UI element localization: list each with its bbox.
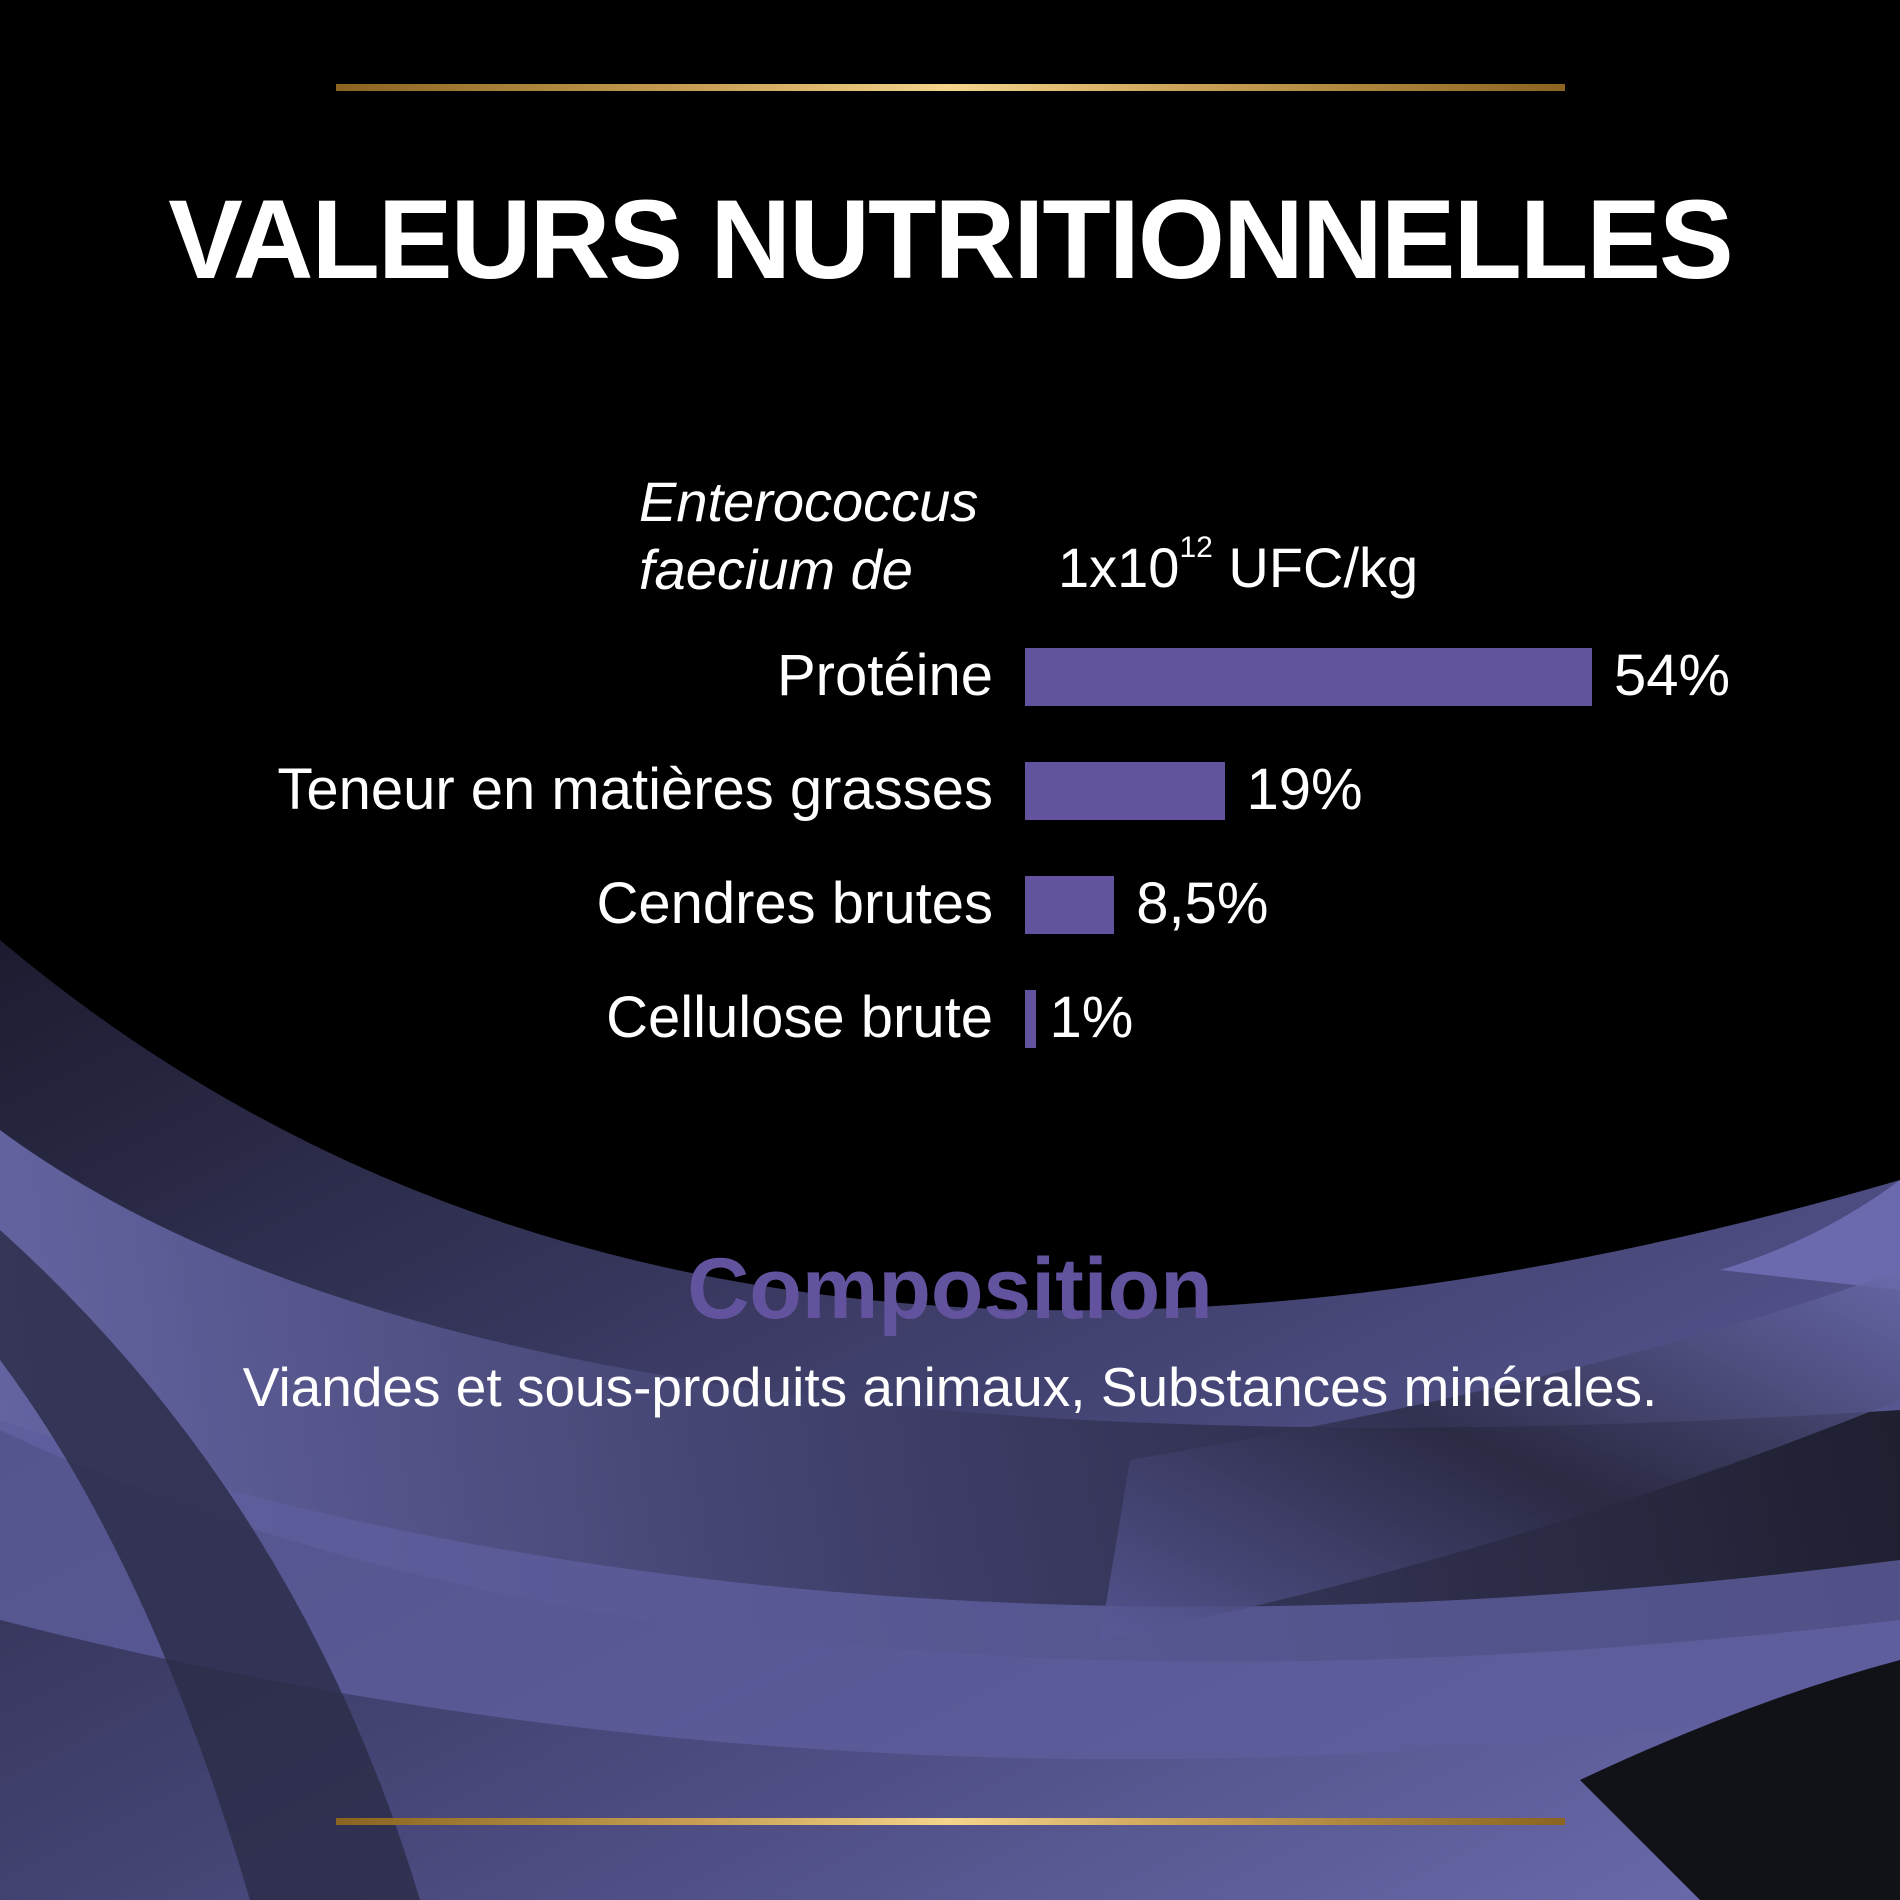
bar-label: Cellulose brute bbox=[606, 985, 993, 1050]
probiotic-name-line1: Enterococcus bbox=[639, 470, 979, 533]
bar-label: Protéine bbox=[776, 643, 993, 708]
probiotic-name: Enterococcus faecium de bbox=[639, 468, 978, 604]
bar bbox=[1025, 990, 1036, 1048]
probiotic-value-unit: UFC/kg bbox=[1212, 536, 1419, 599]
probiotic-value: 1x1012 UFC/kg bbox=[1058, 531, 1419, 600]
bar-label: Teneur en matières grasses bbox=[277, 757, 993, 822]
bar bbox=[1025, 876, 1115, 934]
page-title: VALEURS NUTRITIONNELLES bbox=[168, 177, 1734, 302]
bar bbox=[1025, 762, 1225, 820]
composition-text: Viandes et sous-produits animaux, Substa… bbox=[242, 1356, 1658, 1418]
probiotic-value-base: 1x10 bbox=[1058, 536, 1180, 599]
bar bbox=[1025, 648, 1592, 706]
bar-value-label: 54% bbox=[1614, 643, 1731, 708]
bar-label: Cendres brutes bbox=[596, 871, 993, 936]
top-gold-divider bbox=[336, 84, 1565, 91]
bar-value-label: 19% bbox=[1246, 757, 1363, 822]
composition-title: Composition bbox=[687, 1241, 1213, 1337]
bottom-gold-divider bbox=[336, 1818, 1565, 1825]
probiotic-name-line2: faecium de bbox=[639, 538, 913, 601]
bar-value-label: 8,5% bbox=[1136, 871, 1269, 936]
bar-value-label: 1% bbox=[1049, 985, 1134, 1050]
probiotic-value-exponent: 12 bbox=[1179, 531, 1213, 564]
